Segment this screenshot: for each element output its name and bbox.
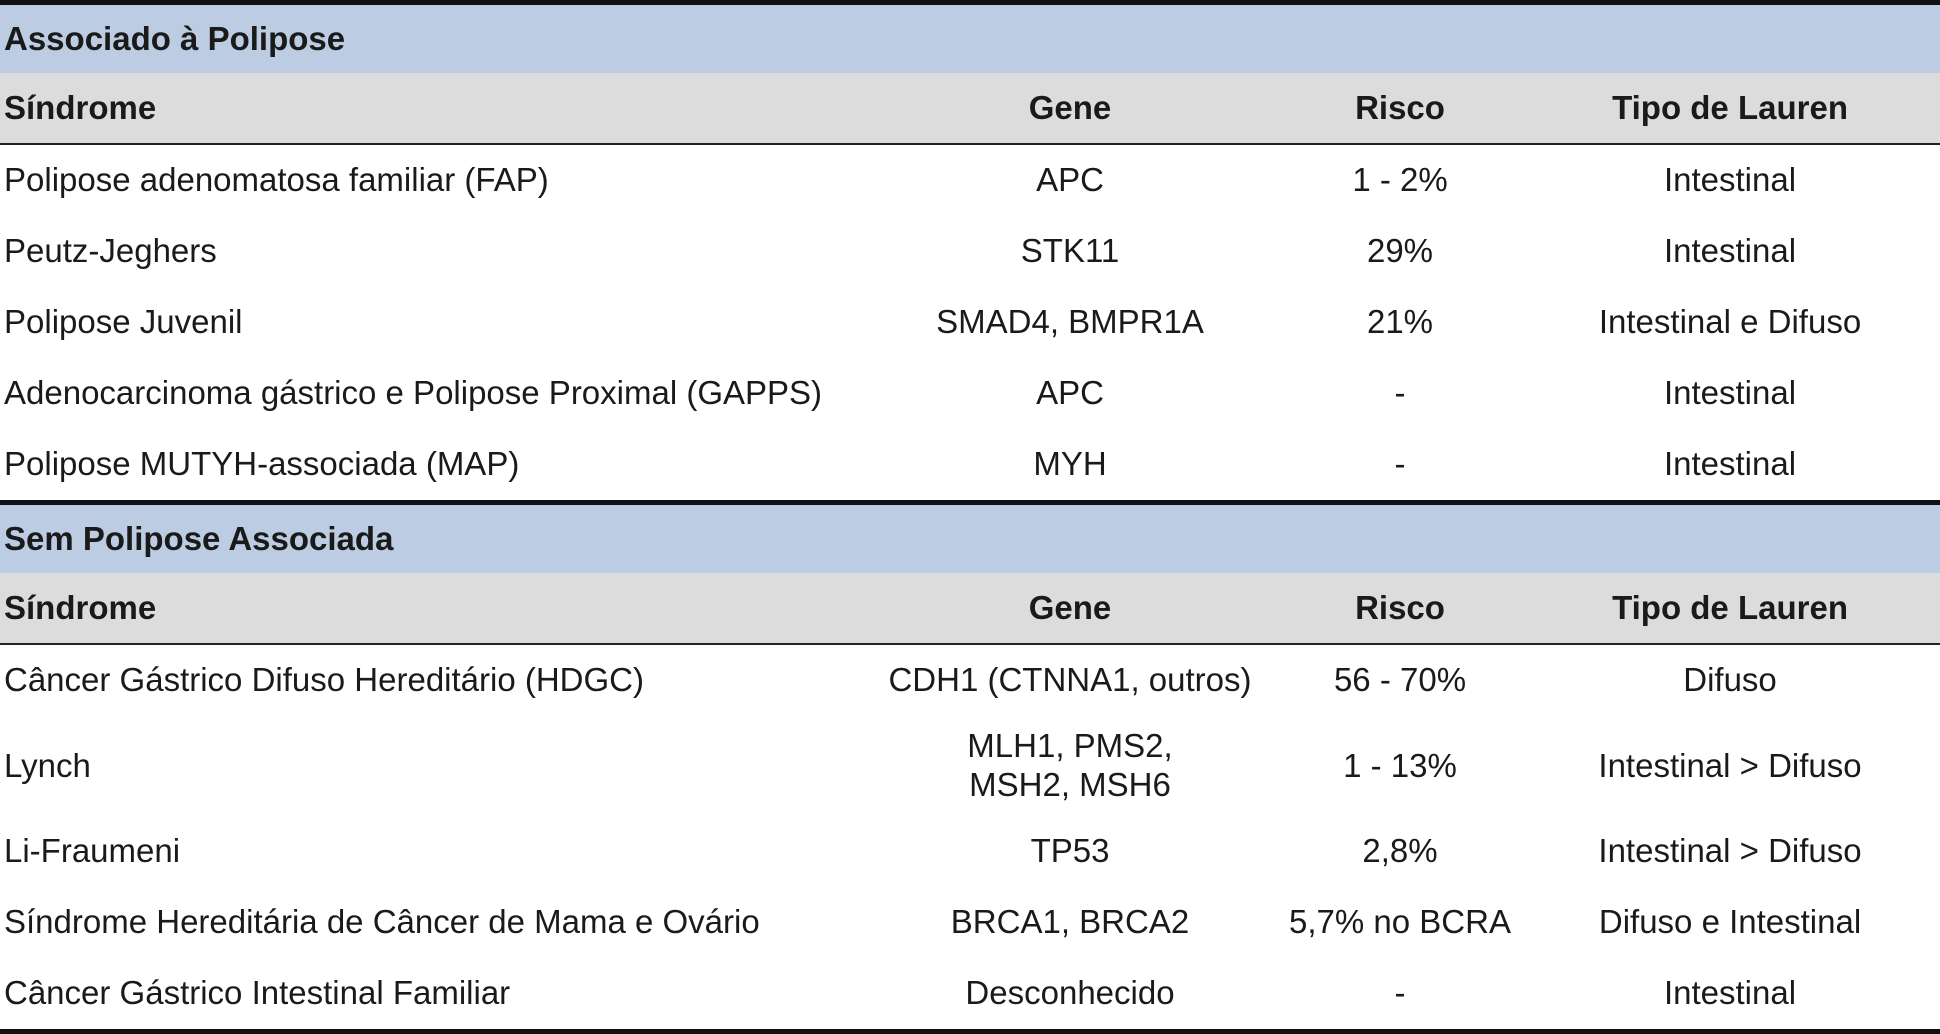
table-cell: SMAD4, BMPR1A	[936, 303, 1204, 341]
table-cell: -	[1280, 958, 1520, 1034]
table-cell: Síndrome Hereditária de Câncer de Mama e…	[4, 903, 760, 941]
table-cell: 5,7% no BCRA	[1289, 903, 1511, 941]
table-row: Câncer Gástrico Intestinal Familiar Desco…	[0, 958, 1940, 1034]
table-cell: Desconhecido	[860, 958, 1280, 1034]
column-header: Tipo de Lauren	[1520, 573, 1940, 645]
table-cell: CDH1 (CTNNA1, outros)	[888, 661, 1252, 699]
table-cell: 2,8%	[1362, 832, 1438, 870]
table-row: Câncer Gástrico Difuso Hereditário (HDGC…	[0, 644, 1940, 716]
table-cell: BRCA1, BRCA2	[950, 903, 1190, 941]
section-title-row: Associado à Polipose	[0, 0, 1940, 73]
column-header: Risco	[1280, 73, 1520, 145]
table-cell: 56 - 70%	[1333, 661, 1467, 699]
table-cell: Polipose adenomatosa familiar (FAP)	[4, 161, 549, 199]
table-row: Síndrome Hereditária de Câncer de Mama e…	[0, 887, 1940, 958]
table-cell: Polipose Juvenil	[4, 303, 243, 341]
column-header: Risco	[1280, 573, 1520, 645]
table-cell: Intestinal	[1663, 161, 1797, 199]
table-cell: Intestinal	[1663, 374, 1797, 412]
section-title: Sem Polipose Associada	[0, 500, 1940, 573]
column-header: Síndrome	[0, 573, 860, 645]
section-title-row: Sem Polipose Associada	[0, 500, 1940, 573]
table-row: Polipose adenomatosa familiar (FAP) APC 1 …	[0, 144, 1940, 216]
table-cell: APC	[1036, 374, 1104, 412]
table-row: Lynch MLH1, PMS2, MSH2, MSH6 1 - 13% Intest…	[0, 716, 1940, 816]
table-cell: Intestinal > Difuso	[1598, 746, 1862, 784]
table-cell: -	[1394, 445, 1406, 483]
table-cell: Intestinal e Difuso	[1598, 303, 1862, 341]
table-cell: TP53	[1030, 832, 1110, 870]
table-cell: Intestinal > Difuso	[1598, 832, 1862, 870]
column-header: Gene	[860, 573, 1280, 645]
table-cell: 1 - 13%	[1343, 746, 1457, 784]
table-cell: Câncer Gástrico Intestinal Familiar	[0, 958, 860, 1034]
table-cell: Intestinal	[1663, 232, 1797, 270]
section-title: Associado à Polipose	[0, 0, 1940, 73]
column-header-row: Síndrome Gene Risco Tipo de Lauren	[0, 73, 1940, 145]
table-cell: 29%	[1366, 232, 1434, 270]
table-cell: -	[1394, 374, 1406, 412]
table-cell: Intestinal	[1663, 445, 1797, 483]
table-row: Polipose MUTYH-associada (MAP) MYH - Intest…	[0, 429, 1940, 503]
table-cell: Lynch	[4, 746, 91, 784]
column-header: Gene	[860, 73, 1280, 145]
table-cell: Adenocarcinoma gástrico e Polipose Proxi…	[4, 374, 823, 412]
table-cell: 1 - 2%	[1352, 161, 1448, 199]
table-cell: STK11	[1020, 232, 1120, 270]
table-row: Li-Fraumeni TP53 2,8% Intestinal > Difuso	[0, 816, 1940, 887]
column-header: Tipo de Lauren	[1520, 73, 1940, 145]
table-cell: 21%	[1366, 303, 1434, 341]
table-cell: Intestinal	[1520, 958, 1940, 1034]
column-header: Síndrome	[0, 73, 860, 145]
table-cell: MYH	[1033, 445, 1107, 483]
table-cell: Difuso e Intestinal	[1598, 903, 1862, 941]
table-cell: Peutz-Jeghers	[4, 232, 217, 270]
column-header-row: Síndrome Gene Risco Tipo de Lauren	[0, 573, 1940, 645]
table-cell: MLH1, PMS2, MSH2, MSH6	[967, 727, 1173, 803]
table-cell: Li-Fraumeni	[4, 832, 181, 870]
table-cell: APC	[1036, 161, 1104, 199]
table-row: Peutz-Jeghers STK11 29% Intestinal	[0, 216, 1940, 287]
table-cell: Difuso	[1683, 661, 1777, 699]
table-cell: Polipose MUTYH-associada (MAP)	[4, 445, 520, 483]
table-cell: Câncer Gástrico Difuso Hereditário (HDGC…	[4, 661, 645, 699]
table-row: Polipose Juvenil SMAD4, BMPR1A 21% Intestin…	[0, 287, 1940, 358]
table-row: Adenocarcinoma gástrico e Polipose Proxi…	[0, 358, 1940, 429]
